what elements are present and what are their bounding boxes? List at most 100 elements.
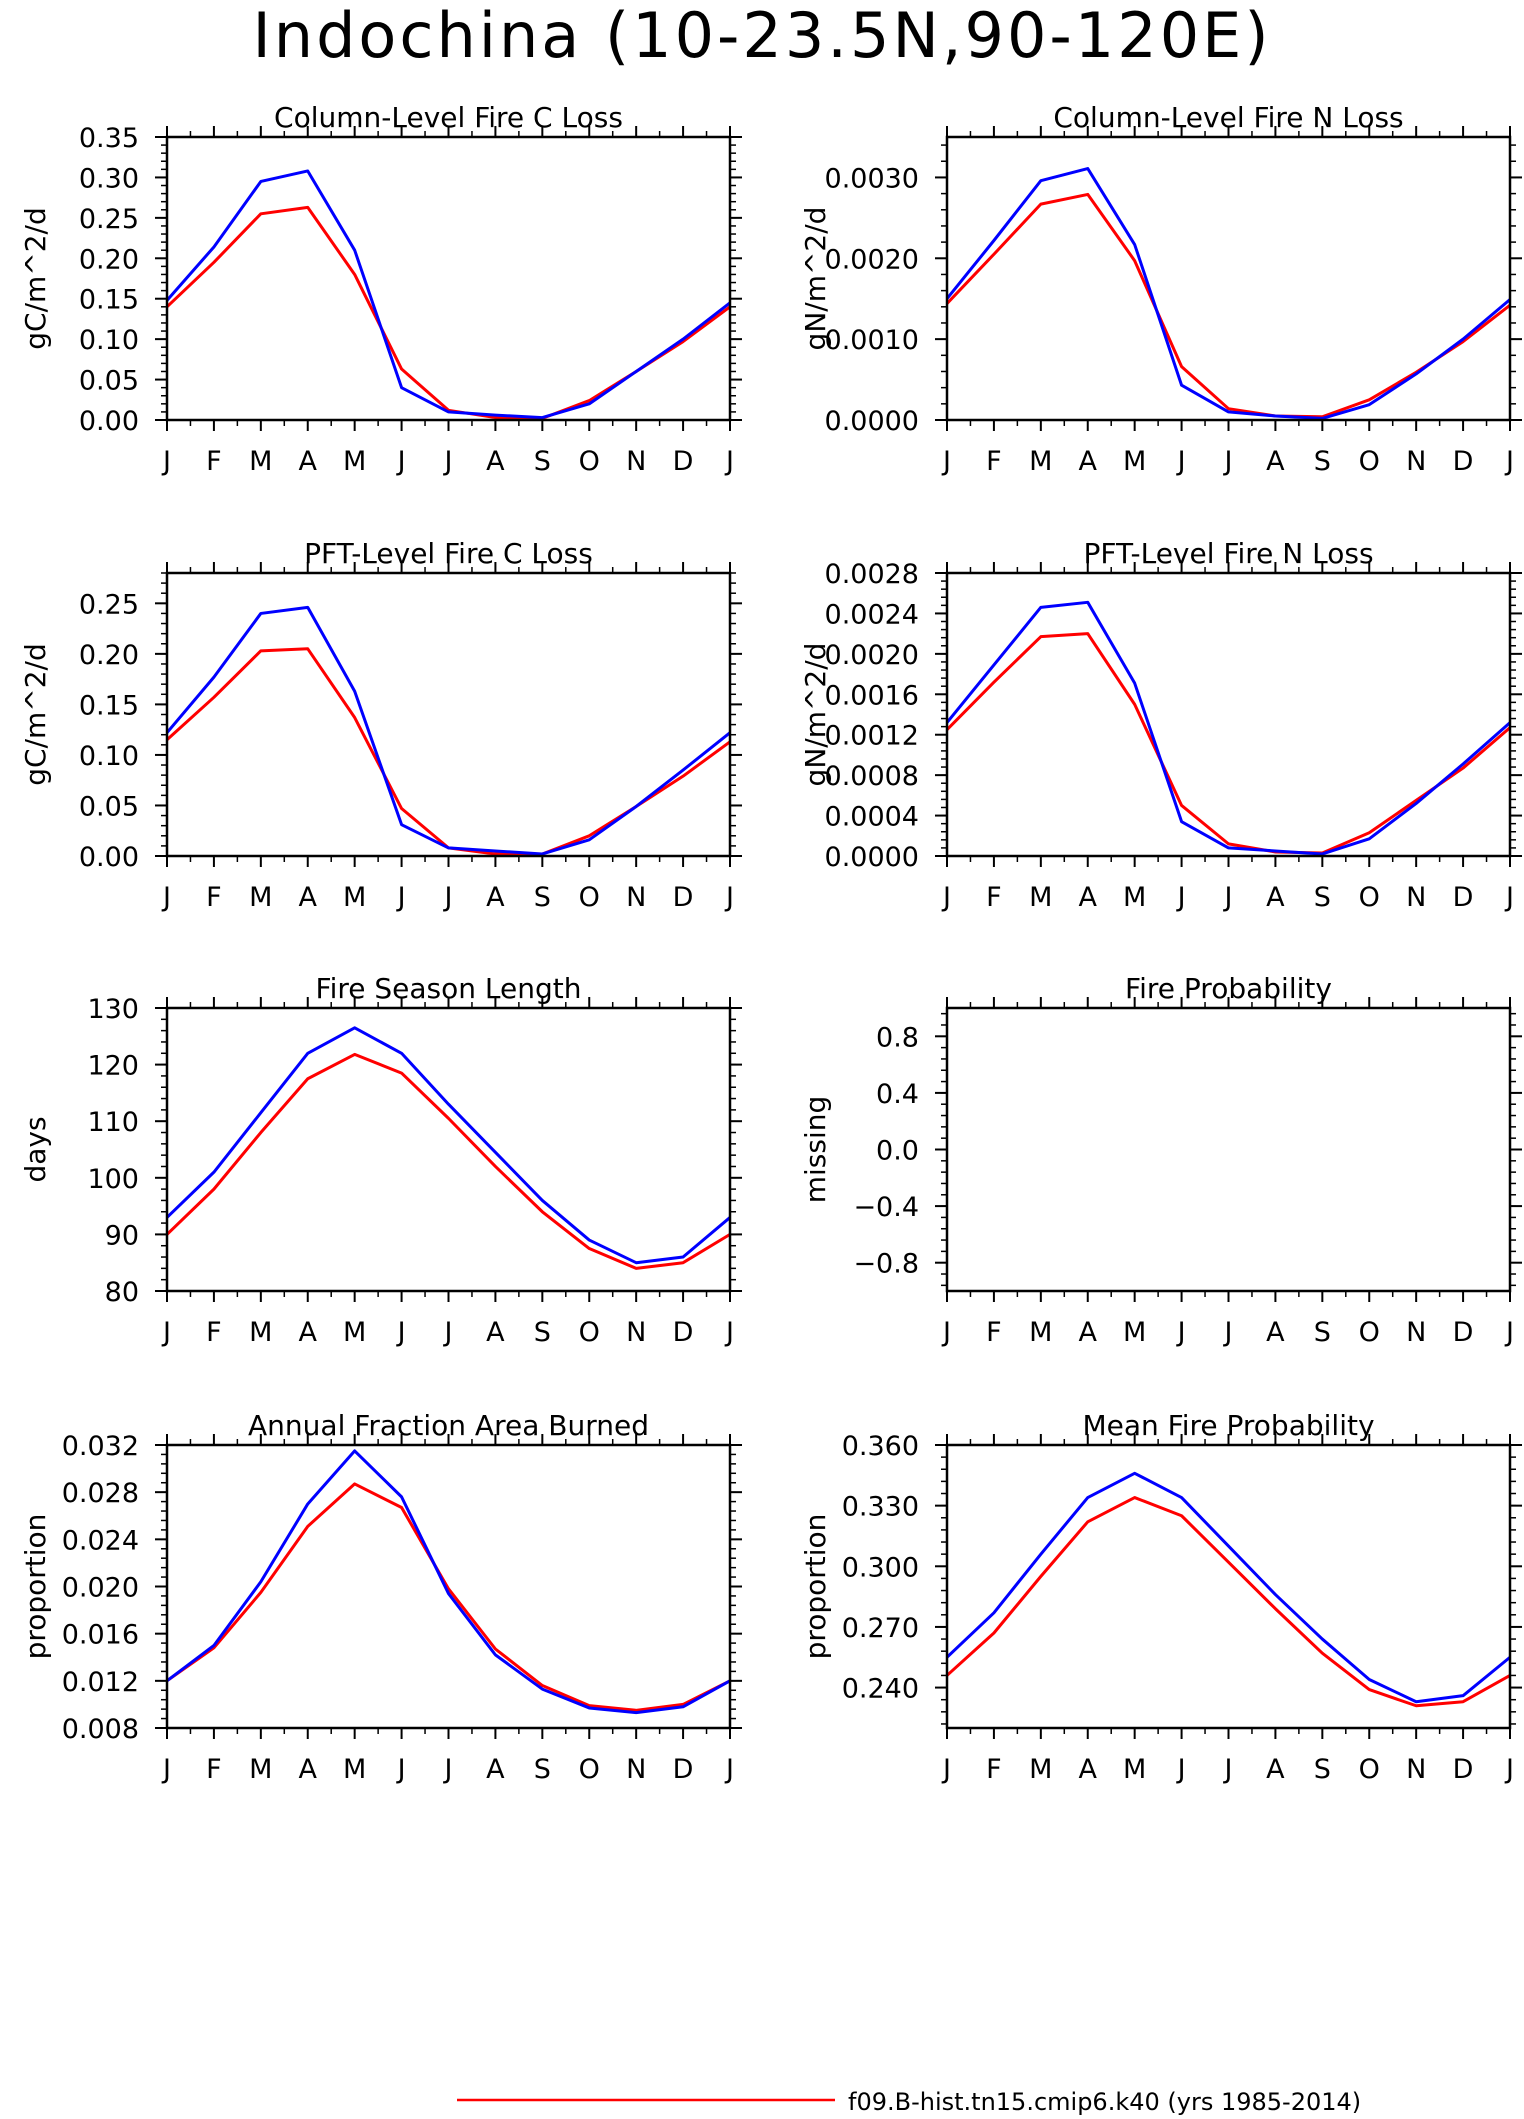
- x-tick-label: A: [486, 1317, 505, 1348]
- x-tick-label: A: [1079, 1754, 1098, 1785]
- series-line-2: [165, 1026, 731, 1265]
- x-tick-label: O: [1359, 1317, 1380, 1348]
- y-tick-label: −0.8: [853, 1249, 919, 1280]
- y-tick-label: 0.360: [842, 1431, 919, 1462]
- x-tick-label: F: [986, 446, 1002, 477]
- y-tick-label: 0.25: [79, 204, 139, 235]
- x-tick-label: J: [443, 1754, 453, 1785]
- x-tick-label: M: [1029, 1754, 1052, 1785]
- x-tick-label: D: [1453, 1317, 1474, 1348]
- x-tick-label: A: [1079, 1317, 1098, 1348]
- x-tick-label: N: [1406, 1317, 1426, 1348]
- y-axis-label: missing: [799, 1096, 832, 1204]
- y-tick-label: 0.0004: [825, 802, 919, 833]
- y-tick-label: 130: [87, 994, 139, 1025]
- x-tick-label: M: [1123, 446, 1146, 477]
- plot-frame: [945, 1006, 1512, 1293]
- y-tick-label: 0.240: [842, 1674, 919, 1705]
- x-tick-label: O: [579, 1317, 600, 1348]
- x-tick-label: A: [1266, 1317, 1285, 1348]
- y-tick-label: 0.0010: [825, 325, 919, 356]
- x-tick-label: O: [579, 1754, 600, 1785]
- x-tick-label: J: [1504, 1754, 1514, 1785]
- series-line-2: [945, 600, 1511, 856]
- x-tick-label: J: [1176, 1317, 1186, 1348]
- y-tick-label: 0.20: [79, 244, 139, 275]
- x-tick-label: D: [1453, 446, 1474, 477]
- x-tick-label: D: [673, 1317, 694, 1348]
- x-tick-label: J: [1223, 882, 1233, 913]
- y-tick-label: 0.4: [876, 1079, 919, 1110]
- x-tick-label: J: [724, 1754, 734, 1785]
- series-line-2: [945, 1471, 1511, 1704]
- y-tick-label: 0.330: [842, 1492, 919, 1523]
- y-tick-label: 0.0000: [825, 842, 919, 873]
- legend: f09.B-hist.tn15.cmip6.k40 (yrs 1985-2014…: [457, 2088, 1361, 2116]
- y-tick-label: 0.008: [62, 1714, 139, 1745]
- figure-title: Indochina (10-23.5N,90-120E): [252, 0, 1272, 72]
- plot-frame: [945, 571, 1512, 858]
- x-tick-label: M: [343, 1754, 366, 1785]
- y-tick-label: 0.00: [79, 842, 139, 873]
- x-tick-label: F: [206, 1754, 222, 1785]
- x-tick-label: S: [534, 882, 551, 913]
- x-tick-label: M: [249, 446, 272, 477]
- x-tick-label: J: [161, 882, 171, 913]
- series-line-2: [165, 169, 731, 420]
- x-tick-label: A: [1266, 882, 1285, 913]
- y-tick-label: 0.8: [876, 1022, 919, 1053]
- y-tick-label: 0.10: [79, 741, 139, 772]
- x-tick-label: M: [249, 882, 272, 913]
- y-tick-label: 0.25: [79, 589, 139, 620]
- y-tick-label: 0.0020: [825, 640, 919, 671]
- x-tick-label: D: [673, 1754, 694, 1785]
- y-tick-label: 100: [87, 1164, 139, 1195]
- series-line-1: [166, 1482, 731, 1712]
- x-tick-label: J: [724, 1317, 734, 1348]
- x-tick-label: M: [1029, 1317, 1052, 1348]
- x-tick-label: D: [1453, 882, 1474, 913]
- series-line-1: [945, 192, 1511, 419]
- y-tick-label: 0.20: [79, 640, 139, 671]
- y-tick-label: 0.05: [79, 366, 139, 397]
- plot-frame: [165, 1443, 732, 1730]
- x-tick-label: J: [1176, 882, 1186, 913]
- x-tick-label: N: [626, 446, 646, 477]
- x-tick-label: O: [579, 882, 600, 913]
- y-tick-label: 110: [87, 1107, 139, 1138]
- x-tick-label: D: [673, 446, 694, 477]
- y-tick-label: 0.0012: [825, 721, 919, 752]
- x-tick-label: F: [986, 1317, 1002, 1348]
- legend-label: f09.B-hist.tn15.cmip6.k40 (yrs 1985-2014…: [848, 2088, 1361, 2116]
- x-tick-label: F: [206, 1317, 222, 1348]
- y-axis-label: proportion: [799, 1514, 832, 1660]
- x-tick-label: S: [534, 446, 551, 477]
- y-axis-label: gN/m^2/d: [799, 643, 832, 787]
- x-tick-label: J: [1223, 446, 1233, 477]
- y-tick-label: 0.0030: [825, 163, 919, 194]
- x-tick-label: A: [1079, 882, 1098, 913]
- x-tick-label: A: [299, 882, 318, 913]
- series-line-2: [945, 167, 1511, 420]
- x-tick-label: F: [206, 882, 222, 913]
- x-tick-label: A: [1266, 446, 1285, 477]
- x-tick-label: M: [1123, 1317, 1146, 1348]
- x-tick-label: J: [1504, 1317, 1514, 1348]
- y-tick-label: 0.0024: [825, 599, 919, 630]
- y-tick-label: 0.00: [79, 406, 139, 437]
- x-tick-label: J: [941, 1754, 951, 1785]
- y-tick-label: 0.15: [79, 285, 139, 316]
- plot-frame: [945, 1443, 1512, 1730]
- x-tick-label: J: [724, 446, 734, 477]
- series-line-1: [165, 205, 731, 420]
- y-tick-label: 0.300: [842, 1552, 919, 1583]
- x-tick-label: S: [1314, 446, 1331, 477]
- series-line-1: [165, 647, 731, 856]
- y-axis-label: days: [19, 1116, 52, 1182]
- x-tick-label: J: [941, 446, 951, 477]
- series-line-1: [165, 1052, 731, 1270]
- x-tick-label: J: [443, 882, 453, 913]
